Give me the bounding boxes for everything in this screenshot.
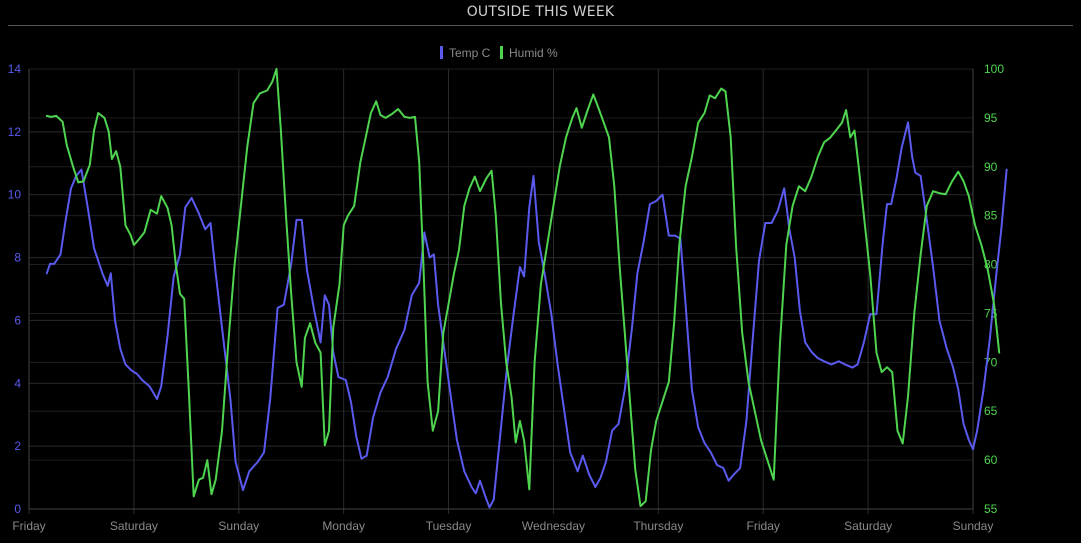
x-tick-label: Sunday xyxy=(218,519,259,533)
y-left-tick-label: 4 xyxy=(14,376,21,390)
legend[interactable]: Temp C Humid % xyxy=(440,46,558,60)
legend-label-temp[interactable]: Temp C xyxy=(449,46,491,60)
x-tick-label: Friday xyxy=(12,519,45,533)
y-left-tick-label: 12 xyxy=(8,125,22,139)
y-left-tick-label: 0 xyxy=(14,502,21,516)
y-right-tick-label: 85 xyxy=(984,209,998,223)
x-tick-label: Saturday xyxy=(110,519,158,533)
series-lines xyxy=(45,68,1008,509)
x-tick-label: Monday xyxy=(322,519,365,533)
series-line-humid xyxy=(45,68,1001,508)
legend-swatch-humid xyxy=(500,46,503,59)
y-right-tick-label: 65 xyxy=(984,404,998,418)
x-axis: Friday Saturday Sunday Monday Tuesday Wednesd… xyxy=(12,519,993,533)
y-left-tick-label: 14 xyxy=(8,62,22,76)
y-left-tick-label: 8 xyxy=(14,251,21,265)
x-tick-label: Thursday xyxy=(633,519,683,533)
x-tick-label: Wednesday xyxy=(522,519,585,533)
y-right-tick-label: 55 xyxy=(984,502,998,516)
x-tick-label: Saturday xyxy=(844,519,892,533)
y-right-tick-label: 100 xyxy=(984,62,1004,76)
y-left-tick-label: 6 xyxy=(14,313,21,327)
y-right-tick-label: 60 xyxy=(984,453,998,467)
widget-title: OUTSIDE THIS WEEK xyxy=(466,4,615,20)
y-left-tick-label: 2 xyxy=(14,439,21,453)
legend-swatch-temp xyxy=(440,46,443,59)
y-right-tick-label: 90 xyxy=(984,160,998,174)
grid-lines xyxy=(28,68,974,514)
x-tick-label: Sunday xyxy=(953,519,994,533)
series-line-temp xyxy=(45,121,1008,509)
y-left-tick-label: 10 xyxy=(8,188,22,202)
title-divider xyxy=(8,25,1073,26)
x-tick-label: Friday xyxy=(747,519,780,533)
legend-label-humid[interactable]: Humid % xyxy=(509,46,558,60)
x-tick-label: Tuesday xyxy=(426,519,472,533)
y-axis-left: 0 2 4 6 8 10 12 14 xyxy=(8,62,22,516)
y-right-tick-label: 95 xyxy=(984,111,998,125)
